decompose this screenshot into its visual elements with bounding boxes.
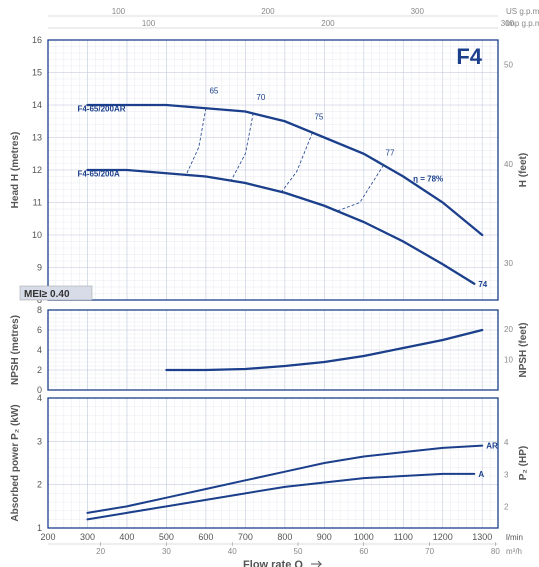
- ytick-right: 10: [504, 356, 513, 365]
- ytick: 6: [37, 325, 42, 335]
- usgpm-tick: 300: [411, 7, 425, 16]
- xtick-lmin: 1200: [433, 532, 453, 542]
- ytick: 14: [32, 100, 42, 110]
- ytick-right: 2: [504, 503, 509, 512]
- x-axis-label: Flow rate Q: [243, 559, 303, 567]
- ytick-right: 4: [504, 438, 509, 447]
- pump-curve-chart: 100 200 300 US g.p.m. 100 200 300 Imp g.p.m. 8 9 1…: [0, 0, 539, 567]
- ytick: 16: [32, 35, 42, 45]
- chart-title: F4: [456, 44, 482, 69]
- ytick-right: 40: [504, 160, 513, 169]
- xtick-m3h: 20: [96, 547, 105, 556]
- ytick: 2: [37, 365, 42, 375]
- impgpm-unit: Imp g.p.m.: [506, 19, 539, 28]
- xtick-m3h: 60: [359, 547, 368, 556]
- ytick: 8: [37, 305, 42, 315]
- xtick-lmin: 600: [198, 532, 213, 542]
- usgpm-unit: US g.p.m.: [506, 7, 539, 16]
- xtick-lmin: 1000: [354, 532, 374, 542]
- ytick-right: 30: [504, 259, 513, 268]
- ytick-right: 50: [504, 61, 513, 70]
- xtick-m3h: 30: [162, 547, 171, 556]
- npsh-ylabel-right: NPSH (feet): [518, 322, 529, 377]
- ytick: 9: [37, 263, 42, 273]
- xtick-lmin: 700: [238, 532, 253, 542]
- xtick-lmin: 200: [40, 532, 55, 542]
- power-ylabel-right: P₂ (HP): [518, 446, 529, 480]
- ytick-right: 3: [504, 470, 509, 479]
- xtick-lmin: 400: [119, 532, 134, 542]
- npsh-ylabel-left: NPSH (metres): [10, 315, 21, 385]
- xtick-lmin: 300: [80, 532, 95, 542]
- xtick-m3h: 80: [491, 547, 500, 556]
- xtick-lmin: 1100: [394, 532, 413, 542]
- ytick: 2: [37, 480, 42, 490]
- end-label: 74: [478, 280, 487, 289]
- ytick: 13: [32, 133, 42, 143]
- eff-label: 75: [314, 113, 323, 122]
- xtick-m3h: 50: [294, 547, 303, 556]
- ytick: 12: [32, 165, 42, 175]
- ytick: 11: [33, 198, 42, 208]
- m3h-unit: m³/h: [506, 547, 522, 556]
- xtick-m3h: 40: [228, 547, 237, 556]
- mei-label: MEI≥ 0.40: [24, 289, 70, 300]
- eta-label: η = 78%: [413, 174, 443, 183]
- ytick: 3: [37, 436, 42, 446]
- head-ylabel-left: Head H (metres): [10, 132, 21, 209]
- ytick-right: 20: [504, 325, 513, 334]
- ytick: 4: [37, 345, 42, 355]
- curve-label: F4-65/200AR: [77, 105, 125, 114]
- usgpm-tick: 100: [112, 7, 126, 16]
- xtick-lmin: 900: [317, 532, 332, 542]
- eff-label: 77: [386, 148, 395, 157]
- usgpm-tick: 200: [261, 7, 275, 16]
- ytick: 15: [32, 68, 42, 78]
- ytick: 4: [37, 393, 42, 403]
- xtick-lmin: 800: [277, 532, 292, 542]
- impgpm-tick: 200: [321, 19, 335, 28]
- ytick: 10: [32, 230, 42, 240]
- end-label: AR: [486, 442, 498, 451]
- eff-label: 65: [209, 87, 218, 96]
- power-ylabel-left: Absorbed power P₂ (kW): [10, 404, 21, 521]
- xtick-m3h: 70: [425, 547, 434, 556]
- curve-label: F4-65/200A: [77, 170, 119, 179]
- head-ylabel-right: H (feet): [518, 153, 529, 187]
- xtick-lmin: 1300: [472, 532, 492, 542]
- end-label: A: [478, 470, 484, 479]
- eff-label: 70: [256, 93, 265, 102]
- lmin-unit: l/min: [506, 533, 523, 542]
- impgpm-tick: 100: [142, 19, 156, 28]
- xtick-lmin: 500: [159, 532, 174, 542]
